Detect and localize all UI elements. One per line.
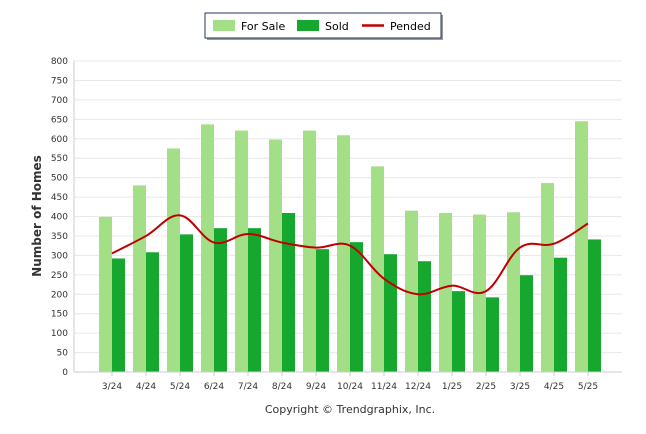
legend-swatch-sold [297, 20, 319, 31]
bar-for-sale-7-24 [235, 130, 248, 372]
legend-label-sold: Sold [325, 20, 349, 33]
x-tick-label: 12/24 [405, 382, 431, 392]
pended-line [111, 214, 589, 296]
y-tick-label: 700 [51, 96, 68, 106]
y-tick-labels: 0 50 100 150 200 250 300 350 400 450 500 550 600 650 7… [51, 57, 68, 378]
y-tick-label: 750 [51, 76, 68, 86]
y-tick-label: 800 [51, 57, 68, 67]
x-tick-label: 9/24 [306, 382, 326, 392]
bar-for-sale-3-24 [99, 216, 112, 372]
x-tick-label: 2/25 [476, 382, 496, 392]
y-tick-label: 350 [51, 232, 68, 242]
x-tick-label: 5/24 [170, 382, 190, 392]
bar-sold-9-24 [316, 249, 329, 372]
y-tick-label: 150 [51, 310, 68, 320]
x-tick-label: 5/25 [578, 382, 598, 392]
x-tick-label: 8/24 [272, 382, 292, 392]
y-tick-label: 0 [62, 368, 68, 378]
y-tick-label: 600 [51, 135, 68, 145]
bar-for-sale-4-25 [541, 183, 554, 372]
x-tick-label: 10/24 [337, 382, 363, 392]
y-tick-label: 100 [51, 329, 68, 339]
bar-sold-5-25 [588, 239, 601, 372]
y-tick-label: 400 [51, 213, 68, 223]
x-tick-label: 6/24 [204, 382, 224, 392]
bar-sold-2-25 [486, 297, 499, 372]
bar-sold-4-24 [146, 252, 159, 372]
bar-sold-3-24 [112, 258, 125, 372]
bar-for-sale-6-24 [201, 124, 214, 373]
y-tick-label: 300 [51, 251, 68, 261]
y-tick-label: 50 [57, 349, 69, 359]
bar-sold-10-24 [350, 242, 363, 372]
bar-for-sale-11-24 [371, 166, 384, 372]
y-tick-label: 450 [51, 193, 68, 203]
bar-for-sale-4-24 [133, 185, 146, 372]
axes [73, 61, 622, 373]
bar-sold-4-25 [554, 257, 567, 372]
x-tick-label: 3/25 [510, 382, 530, 392]
y-tick-label: 650 [51, 115, 68, 125]
bar-for-sale-5-25 [575, 121, 588, 372]
bar-sold-5-24 [180, 234, 193, 372]
x-tick-label: 3/24 [102, 382, 122, 392]
bars [99, 121, 601, 373]
bar-for-sale-1-25 [439, 213, 452, 372]
bar-for-sale-5-24 [167, 148, 180, 372]
y-axis-label: Number of Homes [30, 155, 44, 277]
bar-sold-8-24 [282, 213, 295, 372]
legend-label-pended: Pended [390, 20, 431, 33]
x-tick-label: 1/25 [442, 382, 462, 392]
bar-sold-12-24 [418, 261, 431, 372]
bar-for-sale-10-24 [337, 135, 350, 372]
legend-swatch-for-sale [213, 20, 235, 31]
legend-label-for-sale: For Sale [241, 20, 285, 33]
bar-sold-3-25 [520, 275, 533, 372]
legend: For Sale Sold Pended [204, 12, 443, 40]
x-tick-label: 4/24 [136, 382, 156, 392]
copyright: Copyright © Trendgraphix, Inc. [265, 403, 435, 416]
bar-for-sale-8-24 [269, 139, 282, 372]
bar-sold-6-24 [214, 228, 227, 372]
x-tick-label: 7/24 [238, 382, 258, 392]
y-tick-label: 250 [51, 271, 68, 281]
bar-for-sale-12-24 [405, 210, 418, 372]
x-tick-labels: 3/24 4/24 5/24 6/24 7/24 8/24 9/24 10/24 11/24 12… [102, 372, 598, 392]
bar-sold-7-24 [248, 228, 261, 372]
bar-sold-1-25 [452, 291, 465, 372]
bar-for-sale-3-25 [507, 212, 520, 372]
y-tick-label: 500 [51, 174, 68, 184]
y-tick-label: 200 [51, 290, 68, 300]
bar-for-sale-9-24 [303, 130, 316, 372]
pended-line-layer [111, 214, 589, 296]
legend-box [204, 12, 442, 39]
x-tick-label: 4/25 [544, 382, 564, 392]
bar-sold-11-24 [384, 254, 397, 372]
x-tick-label: 11/24 [371, 382, 397, 392]
y-tick-label: 550 [51, 154, 68, 164]
